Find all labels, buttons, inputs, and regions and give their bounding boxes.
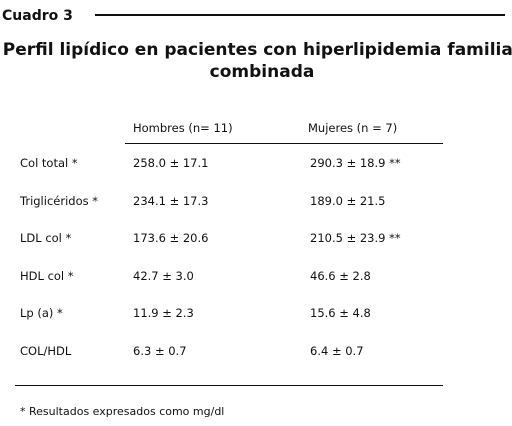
cell: 189.0 ± 21.5 [310,193,386,208]
bottom-rule [15,385,443,386]
row-label: Lp (a) * [20,306,63,320]
header-rule [125,143,443,144]
table-label: Cuadro 3 [2,8,73,24]
title-line: Perfil lipídico en pacientes con hiperli… [2,40,512,60]
cell: 15.6 ± 4.8 [310,306,371,320]
cell: 258.0 ± 17.1 [133,156,209,170]
column-header: Mujeres (n = 7) [308,121,398,135]
cell: 234.1 ± 17.3 [133,193,209,208]
cell: 42.7 ± 3.0 [133,268,194,283]
cell: 6.3 ± 0.7 [133,343,187,358]
cell: 210.5 ± 23.9 ** [310,231,401,245]
row-label: Col total * [20,156,78,170]
row-label: COL/HDL [20,343,72,358]
cell: 290.3 ± 18.9 ** [310,156,401,170]
row-label: Triglicéridos * [20,193,99,208]
row-label: HDL col * [20,268,74,283]
cell: 11.9 ± 2.3 [133,306,194,320]
column-header: Hombres (n= 11) [133,121,233,135]
cell: 46.6 ± 2.8 [310,268,371,283]
top-rule [95,14,505,16]
footnote: * Resultados expresados como mg/dl [20,405,225,418]
title-line: combinada [209,62,315,82]
cell: 6.4 ± 0.7 [310,343,364,358]
row-label: LDL col * [20,231,72,245]
cell: 173.6 ± 20.6 [133,231,209,245]
